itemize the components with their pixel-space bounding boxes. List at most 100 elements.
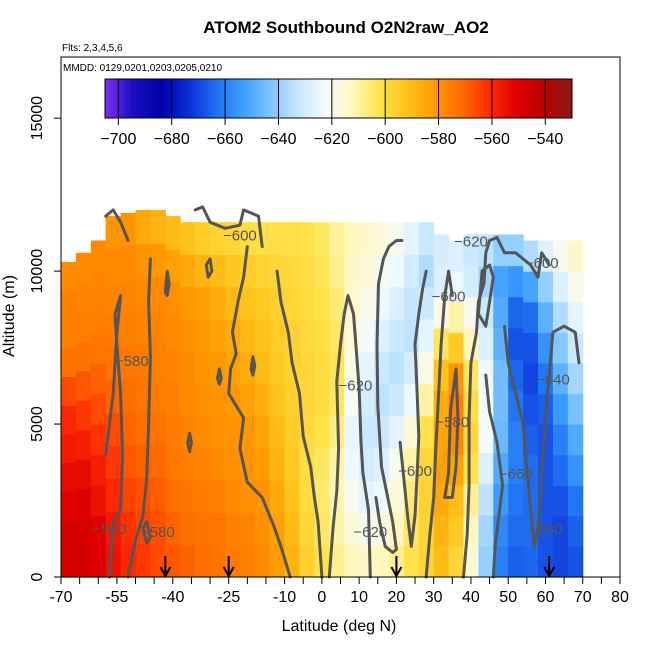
heatmap-cell <box>239 512 256 546</box>
heatmap-cell <box>463 545 479 578</box>
x-axis-tick-label: 10 <box>350 589 368 606</box>
contour-line <box>216 367 223 386</box>
colorbar-tick-label: −680 <box>154 131 190 148</box>
heatmap-cell <box>165 216 181 250</box>
heatmap-cell <box>150 510 166 545</box>
contour-label: −660 <box>499 466 533 483</box>
heatmap-cell <box>359 254 375 288</box>
heatmap-cell <box>120 477 137 512</box>
heatmap-cell <box>75 311 92 342</box>
heatmap-cell <box>105 445 122 480</box>
contour-label: −620 <box>454 234 488 251</box>
heatmap-cell <box>523 393 539 425</box>
contour-line <box>462 236 551 579</box>
contour-line <box>476 263 495 328</box>
heatmap-cell <box>374 415 390 449</box>
heatmap-cell <box>567 424 584 456</box>
heatmap-cell <box>388 254 405 288</box>
heatmap-cell <box>284 480 301 514</box>
heatmap-cell <box>314 286 330 320</box>
flight-arrow <box>390 556 403 579</box>
contour-layer <box>104 205 581 579</box>
heatmap-cell <box>195 544 211 578</box>
heatmap-cell <box>463 483 479 516</box>
y-axis-tick-label: 15000 <box>29 96 46 141</box>
flight-arrow <box>222 556 235 579</box>
heatmap-cell <box>239 383 256 417</box>
heatmap-cell <box>508 265 524 298</box>
heatmap-cell <box>195 286 211 320</box>
chart-title: ATOM2 Southbound O2N2raw_AO2 <box>203 18 489 37</box>
heatmap-cell <box>433 514 450 547</box>
heatmap-cell <box>269 318 286 352</box>
heatmap-cell <box>239 318 256 352</box>
x-axis-tick-label: -40 <box>161 589 184 606</box>
heatmap-cell <box>493 234 509 267</box>
heatmap-cell <box>448 332 465 364</box>
heatmap-cell <box>150 376 166 411</box>
heatmap-cell <box>552 485 569 517</box>
heatmap-cell <box>150 310 166 345</box>
heatmap-cell <box>135 209 152 244</box>
heatmap-cell <box>75 429 92 460</box>
x-axis-tick-label: -70 <box>49 589 72 606</box>
heatmap-cell <box>344 544 360 578</box>
heatmap-cell <box>284 447 301 481</box>
heatmap-cell <box>403 286 420 320</box>
heatmap-cell <box>210 447 226 481</box>
heatmap-cell <box>344 447 360 481</box>
heatmap-cell <box>359 351 375 385</box>
heatmap-cell <box>359 512 375 546</box>
heatmap-cell <box>239 286 256 320</box>
heatmap-cell <box>90 301 107 333</box>
y-axis-tick-label: 10000 <box>29 249 46 294</box>
heatmap-cell <box>508 452 524 485</box>
heatmap-cell <box>493 545 509 578</box>
colorbar-tick-label: −620 <box>314 131 350 148</box>
heatmap-cell <box>210 512 226 546</box>
heatmap-cell <box>538 301 554 333</box>
heatmap-cell <box>254 254 271 288</box>
heatmap-cell <box>210 383 226 417</box>
colorbar-tick-label: −560 <box>474 131 510 148</box>
heatmap-cell <box>135 243 152 278</box>
heatmap-cell <box>299 318 316 352</box>
heatmap-cell <box>567 271 584 303</box>
heatmap-cell <box>61 462 77 492</box>
heatmap-cell <box>299 512 316 546</box>
heatmap-cell <box>314 447 330 481</box>
heatmap-cell <box>284 254 301 288</box>
heatmap-cell <box>508 514 524 547</box>
heatmap-cell <box>463 296 479 329</box>
heatmap-cell <box>478 483 494 516</box>
heatmap-cell <box>552 362 569 395</box>
y-axis-tick-label: 5000 <box>29 406 46 442</box>
heatmap-cell <box>433 452 450 485</box>
heatmap-cell <box>150 343 166 378</box>
heatmap-cell <box>75 370 92 401</box>
heatmap-cell <box>195 351 211 385</box>
heatmap-cell <box>224 447 241 481</box>
heatmap-cell <box>180 254 196 288</box>
heatmap-cell <box>418 318 435 352</box>
heatmap-cell <box>359 383 375 417</box>
heatmap-cell <box>567 393 584 425</box>
heatmap-cell <box>195 383 211 417</box>
heatmap-cell <box>150 276 166 311</box>
heatmap-cell <box>90 332 107 364</box>
heatmap-cell <box>239 544 256 578</box>
heatmap-cell <box>284 222 301 256</box>
heatmap-cell <box>120 279 137 313</box>
heatmap-cell <box>165 380 181 414</box>
heatmap-cell <box>552 515 569 548</box>
heatmap-cell <box>150 410 166 445</box>
heatmap-cell <box>75 459 92 490</box>
heatmap-cell <box>180 447 196 481</box>
heatmap-cell <box>314 318 330 352</box>
heatmap-cell <box>180 286 196 320</box>
heatmap-cell <box>61 319 77 349</box>
heatmap-cell <box>388 415 405 449</box>
heatmap-cell <box>388 480 405 514</box>
heatmap-cell <box>135 310 152 345</box>
contour-line <box>141 520 152 545</box>
